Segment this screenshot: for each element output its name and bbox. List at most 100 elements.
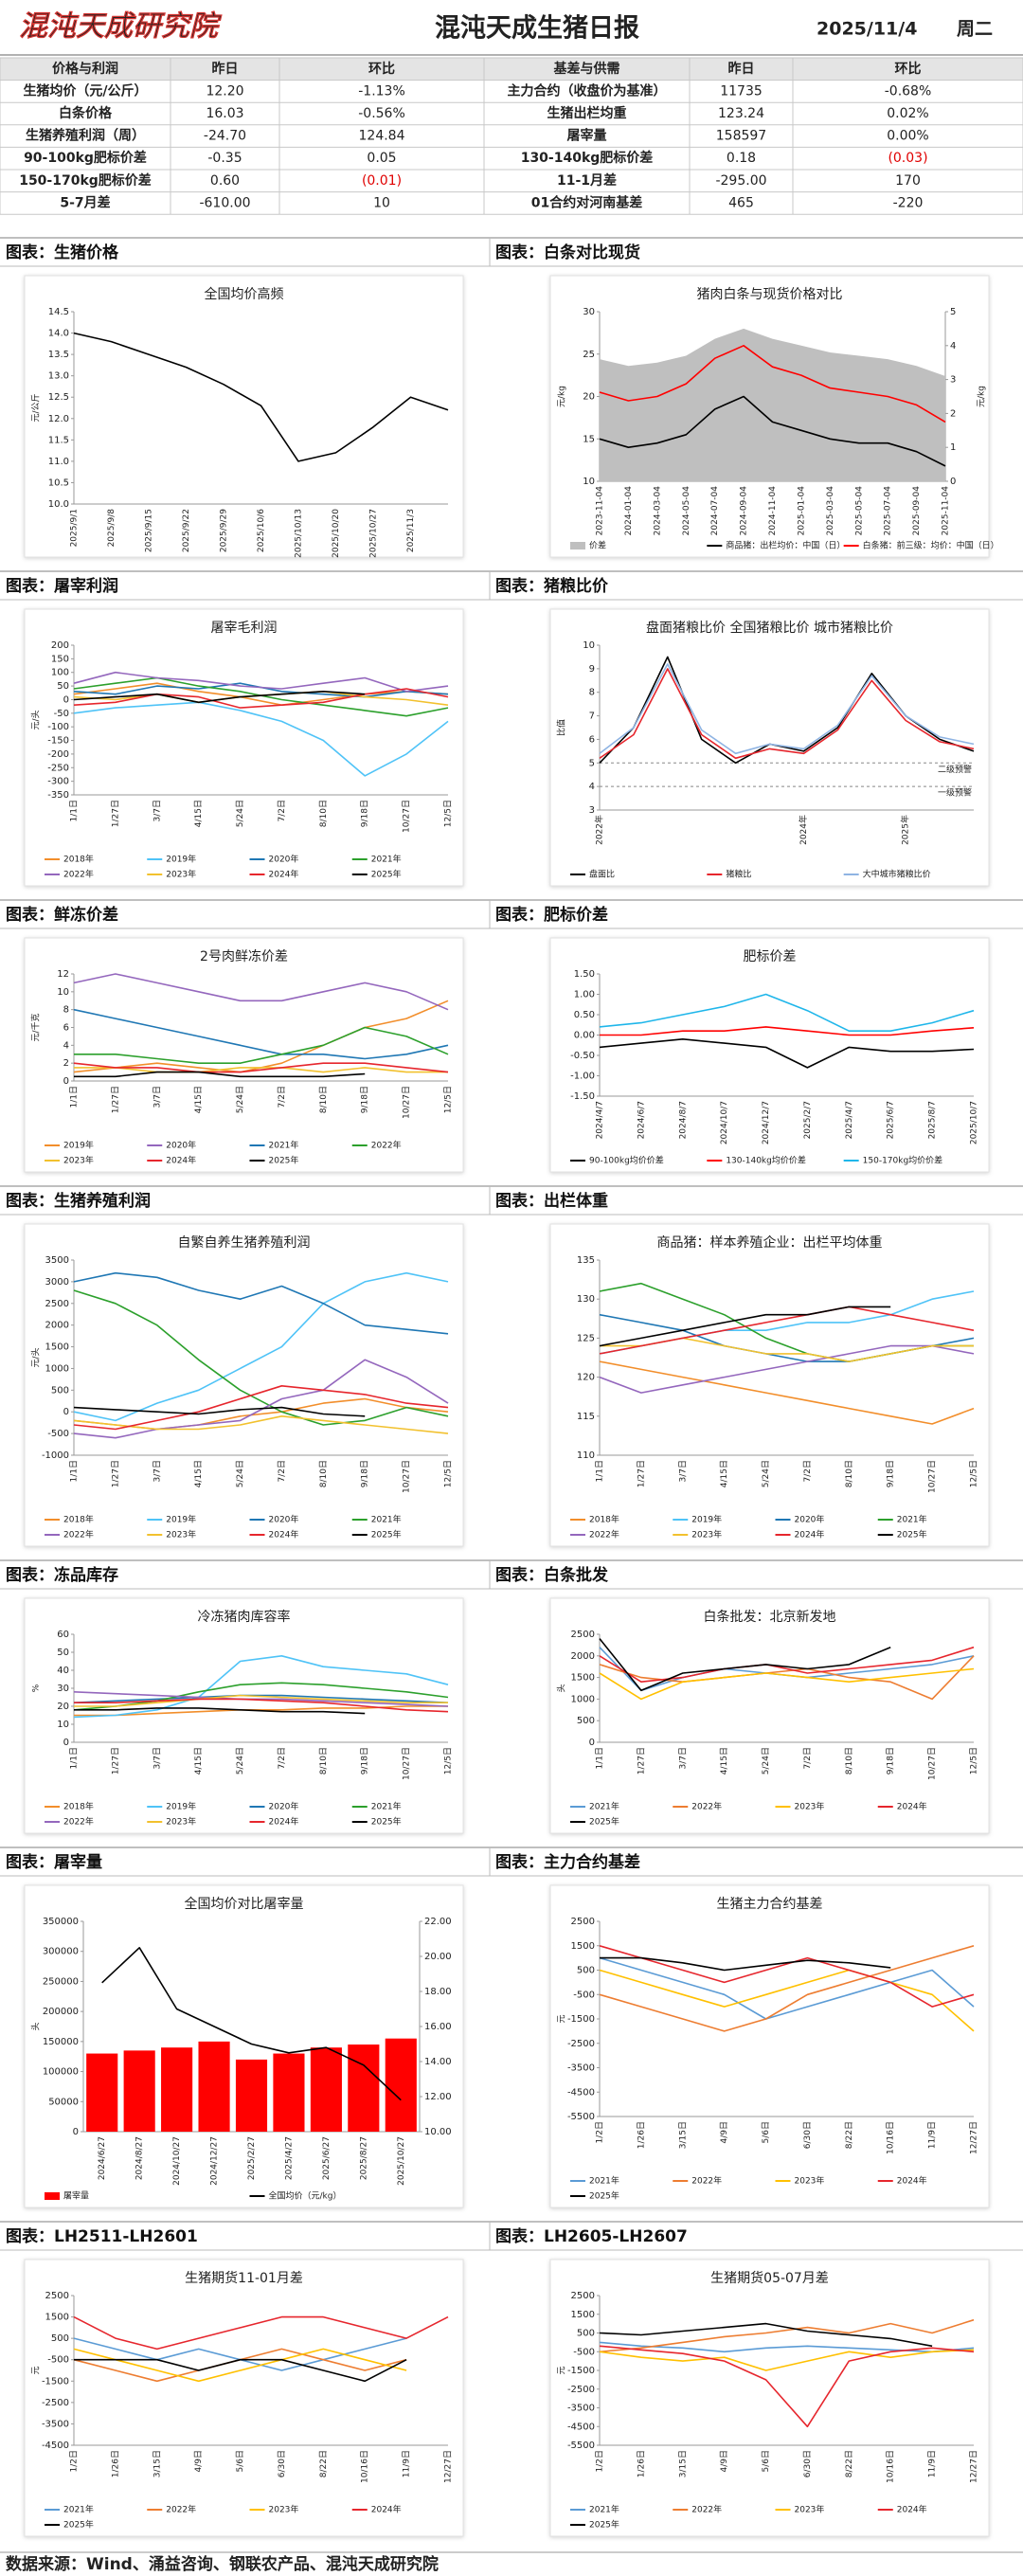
panel-label: 图表：主力合约基差 xyxy=(495,1852,640,1872)
table-cell: 主力合约（收盘价为基准） xyxy=(508,82,667,99)
legend-label: 2018年 xyxy=(63,1801,94,1812)
line xyxy=(73,1682,449,1711)
y-tick-label: 0.00 xyxy=(574,1031,595,1041)
y-tick-label: 20 xyxy=(583,392,595,403)
x-tick-label: 12/5日 xyxy=(969,1747,979,1774)
legend-swatch xyxy=(570,542,585,549)
x-tick-label: 2024/10/7 xyxy=(720,1101,729,1144)
table-cell: (0.03) xyxy=(888,151,927,166)
line xyxy=(599,2341,975,2353)
legend-label: 2021年 xyxy=(589,1801,619,1812)
y-tick-label: 250000 xyxy=(43,1976,79,1987)
y-tick-label: -4500 xyxy=(567,2422,595,2432)
x-tick-label: 5/24日 xyxy=(235,1747,245,1774)
y-tick-label: 1500 xyxy=(45,1342,69,1353)
x-tick-label: 2025-07-04 xyxy=(884,486,893,536)
x-tick-label: 2025-11-04 xyxy=(942,486,951,536)
legend-label: 2024年 xyxy=(897,2175,927,2187)
x-tick-label: 3/7日 xyxy=(677,1747,688,1770)
table-cell: 11-1月差 xyxy=(557,172,617,189)
y-tick-label: 6 xyxy=(63,1023,69,1034)
line xyxy=(599,2322,933,2348)
table-cell: 130-140kg肥标价差 xyxy=(521,150,654,166)
chart: 猪肉白条与现货价格对比 10 15 20 25 30 0 1 2 3 4 5 元/kg 元/kg 2023-… xyxy=(558,286,999,551)
x-tick-label: 5/6日 xyxy=(761,2450,771,2473)
y-tick-label: -50 xyxy=(54,709,69,719)
chart: 自繁自养生猪养殖利润 -1000 -500 0 500 1000 1500 2000 2500 3… xyxy=(31,1234,454,1540)
y2-tick-label: 3 xyxy=(950,375,956,386)
x-tick-label: 1/1日 xyxy=(69,1460,80,1483)
legend-label: 2021年 xyxy=(589,2504,619,2515)
table-cell: -0.56% xyxy=(358,106,405,121)
x-tick-label: 1/27日 xyxy=(110,1747,120,1774)
chart-title: 白条批发：北京新发地 xyxy=(704,1609,836,1625)
y-tick-label: 10 xyxy=(57,1720,69,1730)
x-tick-label: 2024/4/7 xyxy=(596,1101,605,1139)
x-tick-label: 4/15日 xyxy=(719,1747,729,1774)
line xyxy=(599,2345,975,2428)
chart: 生猪期货05-07月差 -5500 -4500 -3500 -2500 -1500 -500… xyxy=(558,2270,979,2531)
x-tick-label: 2024年 xyxy=(798,815,809,845)
chart-title: 猪肉白条与现货价格对比 xyxy=(697,286,843,302)
y-tick-label: -2500 xyxy=(567,2385,595,2395)
legend-label: 商品猪：出栏均价：中国（日） xyxy=(726,540,845,551)
y-tick-label: 2500 xyxy=(45,2291,69,2301)
y2-tick-label: 0 xyxy=(950,477,956,487)
chart-title: 生猪期货05-07月差 xyxy=(710,2270,829,2286)
x-tick-label: 8/10日 xyxy=(318,1086,329,1113)
legend-label: 2023年 xyxy=(63,1155,94,1166)
y2-tick-label: 12.00 xyxy=(424,2092,452,2102)
y-tick-label: 1500 xyxy=(571,1941,595,1952)
bar xyxy=(86,2053,118,2132)
y-tick-label: 0 xyxy=(63,1738,69,1748)
x-tick-label: 9/18日 xyxy=(360,1460,370,1487)
table-cell: 11735 xyxy=(720,83,763,99)
y-tick-label: 1500 xyxy=(45,2313,69,2323)
line xyxy=(599,1956,975,2020)
chart: 生猪主力合约基差 -5500 -4500 -3500 -2500 -1500 -500 500… xyxy=(558,1896,979,2202)
line xyxy=(599,1969,975,2032)
x-tick-label: 12/27日 xyxy=(443,2450,454,2483)
y-tick-label: 2000 xyxy=(45,1321,69,1331)
legend-label: 2021年 xyxy=(63,2504,94,2515)
x-tick-label: 1/2日 xyxy=(69,2450,80,2473)
y-tick-label: 2500 xyxy=(571,1630,595,1640)
line xyxy=(599,1638,891,1692)
x-tick-label: 4/15日 xyxy=(193,1086,204,1113)
table-cell: 环比 xyxy=(368,61,395,77)
bar xyxy=(123,2050,155,2132)
y-tick-label: -1.50 xyxy=(570,1091,595,1102)
y2-tick-label: 10.00 xyxy=(424,2127,452,2137)
legend-label: 2024年 xyxy=(795,1529,825,1540)
y2-tick-label: 16.00 xyxy=(424,2022,452,2032)
y-tick-label: 150000 xyxy=(43,2037,79,2047)
y-tick-label: 20 xyxy=(57,1702,69,1712)
legend-label: 猪粮比 xyxy=(726,869,751,880)
x-tick-label: 5/24日 xyxy=(235,1086,245,1113)
chart-box xyxy=(549,1884,990,2208)
legend-label: 2021年 xyxy=(371,1801,402,1812)
legend-label: 2022年 xyxy=(166,2504,196,2515)
report-title: 混沌天成生猪日报 xyxy=(435,14,639,44)
chart-title: 全国均价高频 xyxy=(205,286,284,302)
x-tick-label: 1/27日 xyxy=(636,1747,646,1774)
y-tick-label: 10 xyxy=(583,640,595,651)
x-tick-label: 9/18日 xyxy=(360,1086,370,1113)
legend-label: 2019年 xyxy=(166,1514,196,1525)
x-tick-label: 2022年 xyxy=(594,815,605,845)
x-tick-label: 1/26日 xyxy=(636,2121,646,2149)
x-tick-label: 4/9日 xyxy=(719,2450,729,2473)
y-tick-label: 8 xyxy=(589,688,595,698)
line xyxy=(73,2348,407,2383)
panel-label: 图表：出栏体重 xyxy=(495,1191,608,1211)
legend-label: 2023年 xyxy=(166,869,196,880)
x-tick-label: 10/27日 xyxy=(402,800,412,833)
table-header-bg xyxy=(484,58,1023,81)
y-tick-label: 500 xyxy=(51,1385,69,1396)
panel-label: 图表：LH2605-LH2607 xyxy=(495,2226,688,2246)
x-tick-label: 9/18日 xyxy=(360,1747,370,1774)
x-tick-label: 2025/9/29 xyxy=(220,509,229,552)
y-axis-label: 元/头 xyxy=(31,710,42,730)
y-tick-label: 12.5 xyxy=(48,392,69,403)
x-tick-label: 2024/12/7 xyxy=(762,1101,771,1144)
